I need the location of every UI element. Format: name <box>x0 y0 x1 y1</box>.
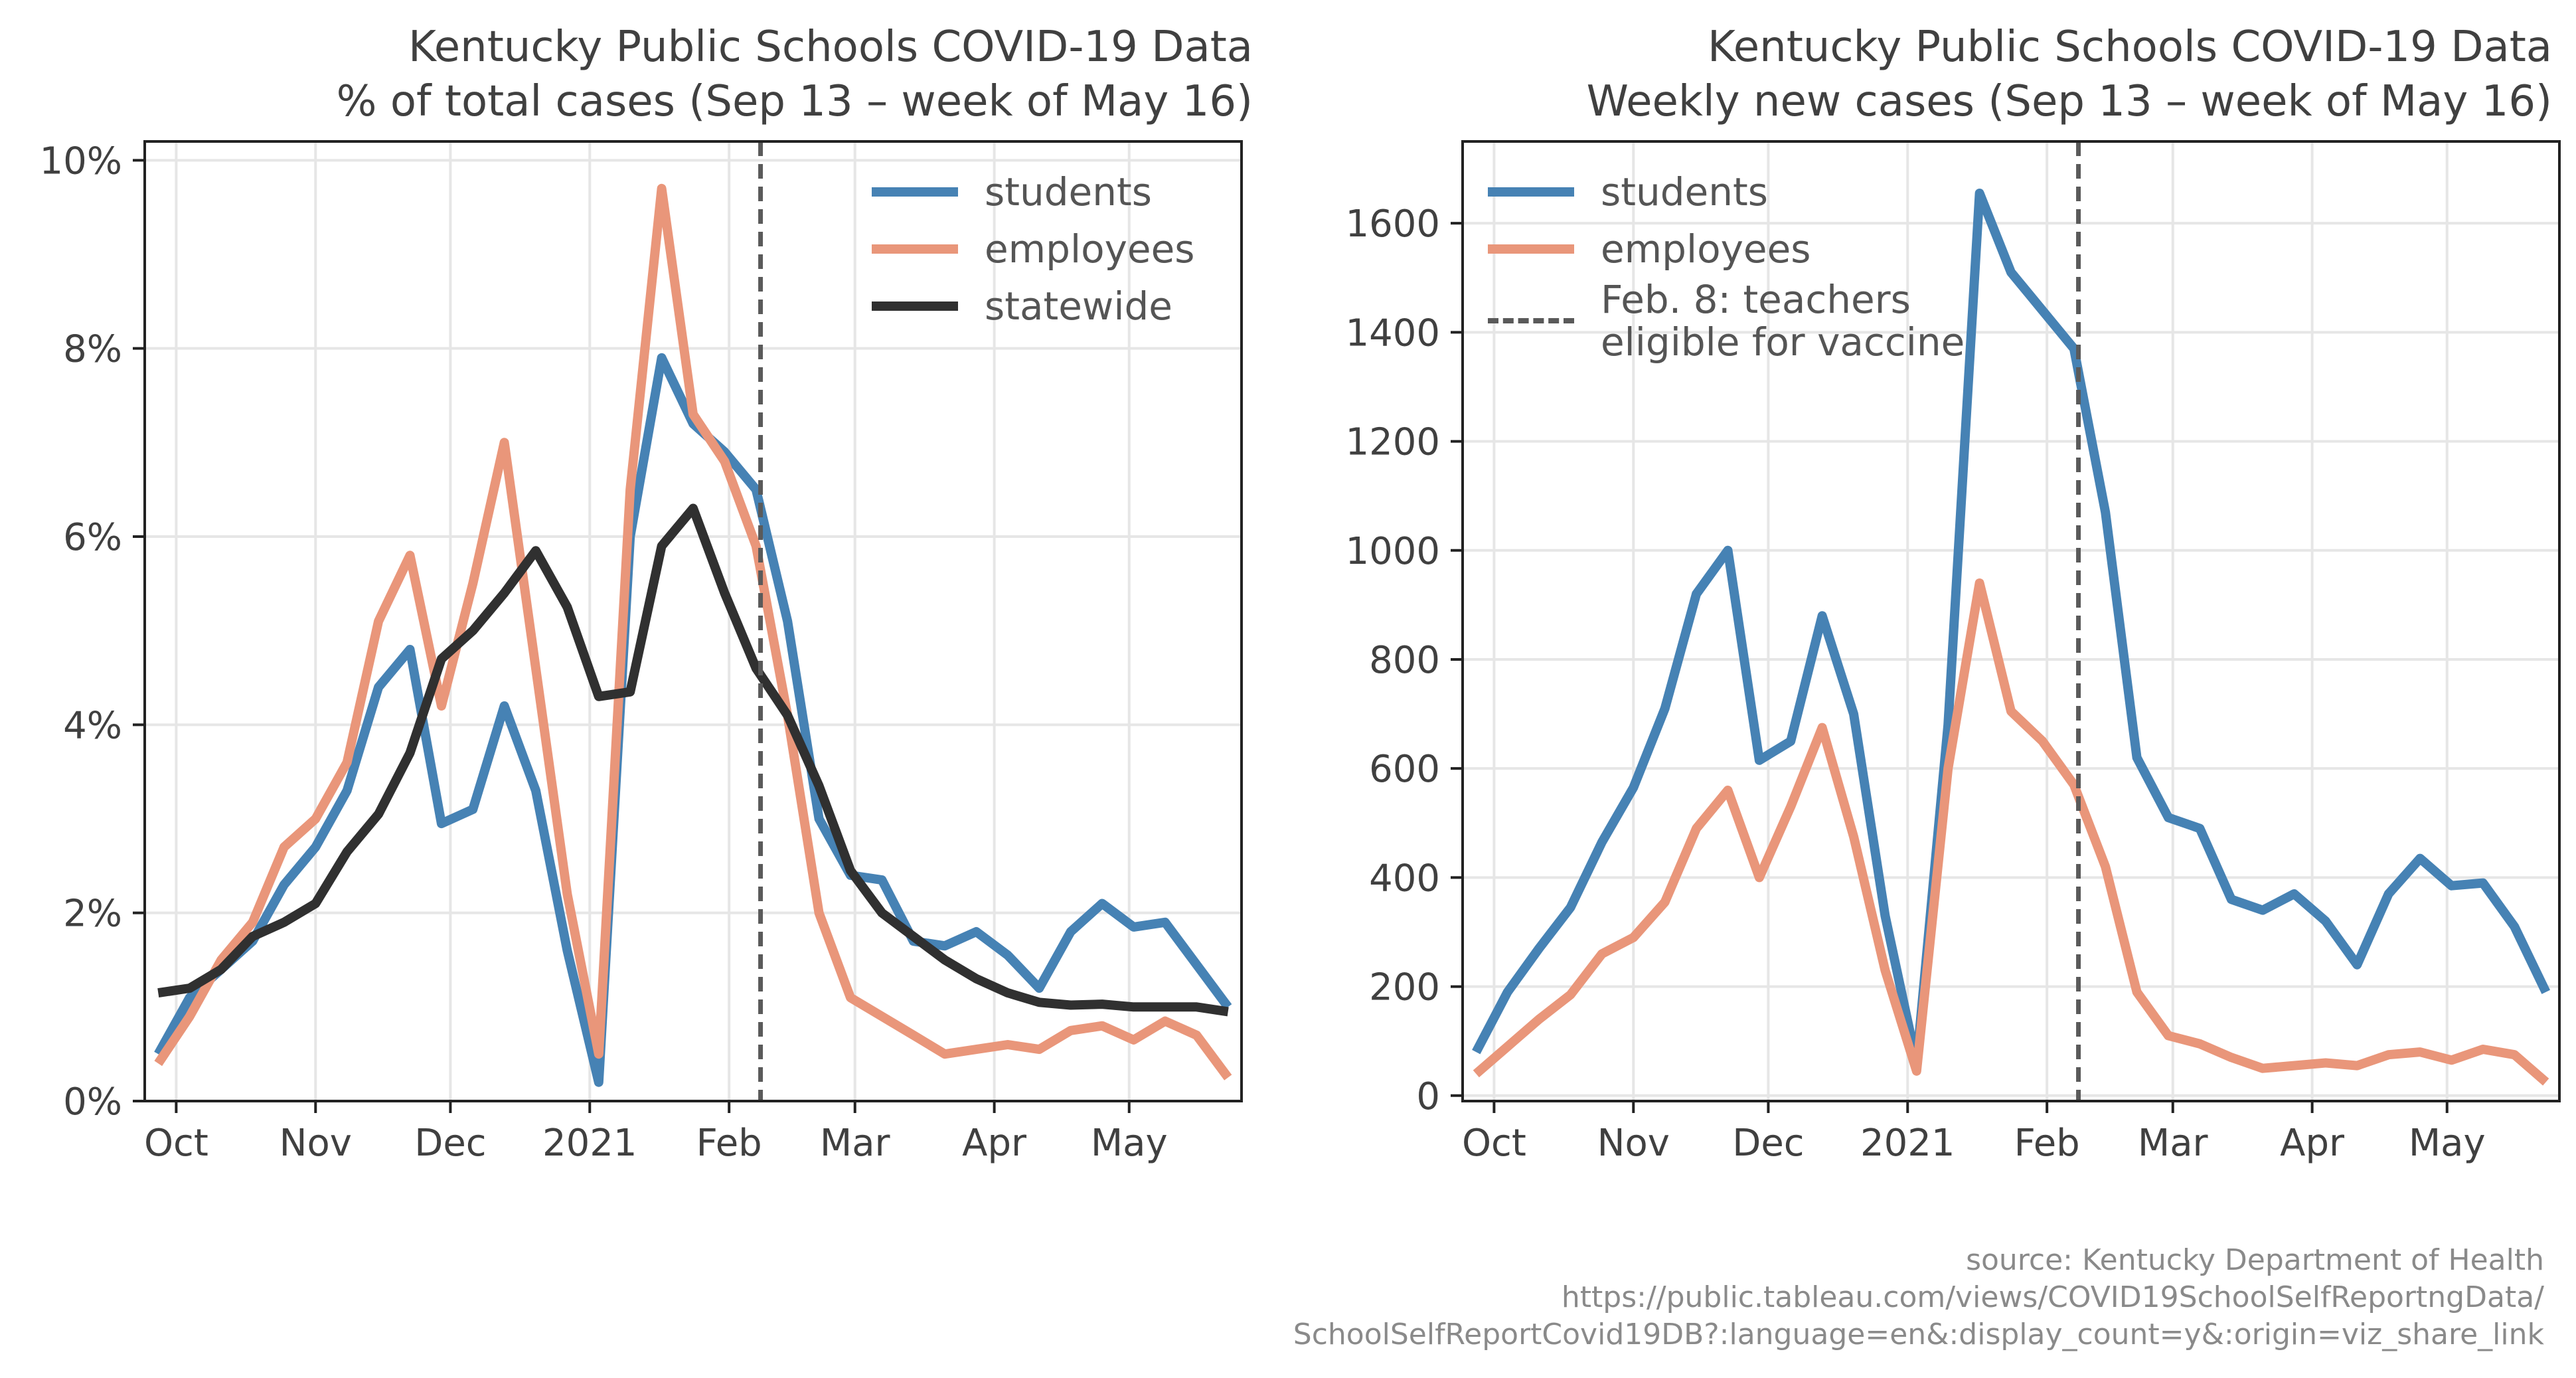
source-line2: https://public.tableau.com/views/COVID19… <box>1561 1280 2544 1314</box>
x-tick-label: Feb <box>2014 1122 2080 1165</box>
x-tick-label: Dec <box>414 1122 486 1165</box>
y-tick-label: 8% <box>63 328 122 371</box>
series-line-employees <box>1473 578 2549 1086</box>
legend-entry-employees: employees <box>872 220 1195 278</box>
right-title-line1: Kentucky Public Schools COVID-19 Data <box>1707 23 2552 72</box>
plot-frame <box>143 140 1243 1102</box>
right-title-line2: Weekly new cases (Sep 13 – week of May 1… <box>1586 77 2552 126</box>
x-tick-label: Apr <box>962 1122 1027 1165</box>
x-tick-label: Feb <box>696 1122 762 1165</box>
source-note: source: Kentucky Department of Health ht… <box>1293 1242 2544 1353</box>
legend-entry-vline: Feb. 8: teachers eligible for vaccine <box>1488 278 1965 364</box>
y-tick-label: 1400 <box>1345 311 1440 355</box>
x-tick-label: Dec <box>1732 1122 1804 1165</box>
legend-label-vline: Feb. 8: teachers eligible for vaccine <box>1601 278 1965 363</box>
y-tick-label: 0 <box>1416 1075 1440 1118</box>
x-tick-label: Mar <box>820 1122 891 1165</box>
x-tick-label: May <box>2409 1122 2486 1165</box>
legend-entry-students-right: students <box>1488 163 1965 220</box>
legend-swatch-students <box>872 187 958 197</box>
left-title-line1: Kentucky Public Schools COVID-19 Data <box>408 23 1253 72</box>
x-tick-label: Oct <box>144 1122 208 1165</box>
x-tick-label: 2021 <box>1860 1122 1955 1165</box>
y-tick-label: 10% <box>40 139 122 183</box>
legend-label-employees: employees <box>985 226 1195 272</box>
y-tick-label: 200 <box>1369 966 1440 1009</box>
legend-swatch-employees <box>872 244 958 254</box>
y-tick-label: 1000 <box>1345 530 1440 573</box>
y-tick-label: 1600 <box>1345 203 1440 246</box>
chart-right: Oct Nov Dec 2021 Feb Mar Apr May 0 200 400 600 800 10… <box>1345 140 2561 1165</box>
legend-swatch-vline <box>1488 318 1574 323</box>
x-tick-label: May <box>1091 1122 1168 1165</box>
x-tick-label: Nov <box>1597 1122 1670 1165</box>
y-tick-label: 800 <box>1369 639 1440 682</box>
x-tick-label: Oct <box>1462 1122 1526 1165</box>
legend-entry-students: students <box>872 163 1195 220</box>
y-tick-label: 6% <box>63 516 122 559</box>
left-chart-title: Kentucky Public Schools COVID-19 Data % … <box>337 20 1253 129</box>
legend-vline-line1: Feb. 8: teachers <box>1601 277 1911 322</box>
right-legend: students employees Feb. 8: teachers elig… <box>1488 163 1965 364</box>
y-tick-label: 600 <box>1369 748 1440 791</box>
series-line-statewide <box>157 503 1229 1017</box>
right-chart-title: Kentucky Public Schools COVID-19 Data We… <box>1587 20 2552 129</box>
legend-entry-employees-right: employees <box>1488 220 1965 278</box>
y-tick-label: 1200 <box>1345 421 1440 464</box>
y-tick-label: 0% <box>63 1080 122 1124</box>
y-tick-label: 2% <box>63 893 122 936</box>
left-title-line2: % of total cases (Sep 13 – week of May 1… <box>336 77 1253 126</box>
legend-label-statewide: statewide <box>985 284 1172 329</box>
y-tick-label: 4% <box>63 704 122 747</box>
legend-entry-statewide: statewide <box>872 278 1195 335</box>
x-tick-label: Apr <box>2280 1122 2345 1165</box>
x-tick-label: 2021 <box>542 1122 637 1165</box>
x-tick-label: Mar <box>2138 1122 2209 1165</box>
source-line3: SchoolSelfReportCovid19DB?:language=en&:… <box>1293 1318 2544 1351</box>
legend-label-students: students <box>985 169 1152 215</box>
legend-label-students-right: students <box>1601 169 1768 215</box>
legend-swatch-students-right <box>1488 187 1574 197</box>
series-line-students <box>1472 189 2551 1068</box>
left-legend: students employees statewide <box>872 163 1195 335</box>
series-line-students <box>154 353 1232 1087</box>
legend-label-employees-right: employees <box>1601 226 1811 272</box>
legend-vline-line2: eligible for vaccine <box>1601 319 1965 365</box>
y-tick-label: 400 <box>1369 857 1440 900</box>
plot-frame <box>1461 140 2561 1102</box>
series-line-employees <box>154 183 1232 1080</box>
legend-swatch-employees-right <box>1488 244 1574 254</box>
chart-left: Oct Nov Dec 2021 Feb Mar Apr May 0% 2% 4% 6% 8% 10% <box>40 139 1243 1165</box>
legend-swatch-statewide <box>872 301 958 311</box>
source-line1: source: Kentucky Department of Health <box>1966 1243 2544 1277</box>
x-tick-label: Nov <box>280 1122 352 1165</box>
